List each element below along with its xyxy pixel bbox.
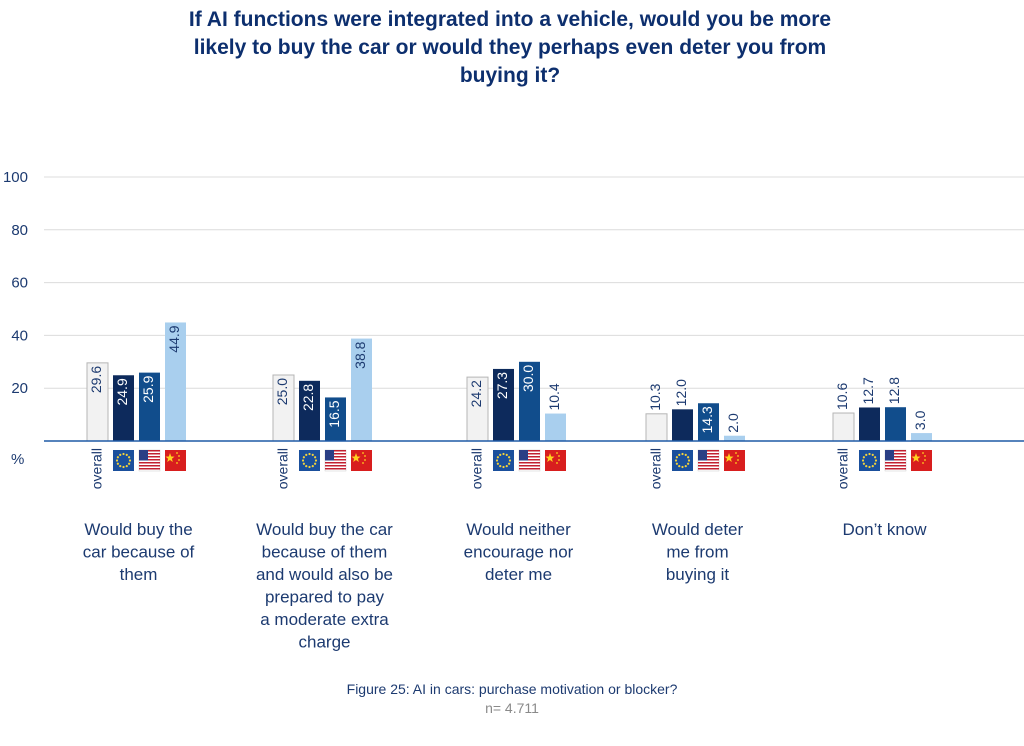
bar-eu-flag — [672, 409, 693, 441]
y-axis-unit-label: % — [11, 451, 24, 468]
y-tick-label: 20 — [11, 380, 28, 397]
data-label: 38.8 — [352, 341, 368, 368]
bar-china-flag — [165, 322, 186, 441]
y-tick-label: 80 — [11, 222, 28, 239]
data-label: 44.9 — [166, 325, 182, 352]
us-flag-icon — [884, 449, 907, 472]
data-label: 16.5 — [326, 400, 342, 427]
category-label-line: charge — [299, 633, 351, 652]
eu-flag-icon — [113, 450, 134, 471]
data-label: 22.8 — [300, 384, 316, 411]
category-label-line: deter me — [485, 565, 552, 584]
eu-flag-icon — [299, 450, 320, 471]
eu-flag-icon — [859, 450, 880, 471]
bar-eu-flag — [113, 375, 134, 441]
bar-overall — [645, 413, 668, 442]
bar-eu-flag — [493, 368, 514, 441]
chart-title: If AI functions were integrated into a v… — [188, 8, 832, 87]
us-flag-icon — [697, 449, 720, 472]
category-label-line: Would buy the car — [256, 520, 393, 539]
bar-eu-flag — [859, 407, 880, 441]
china-flag-icon — [545, 450, 566, 471]
data-label: 25.0 — [274, 378, 290, 405]
bar-china-flag — [724, 435, 745, 441]
data-label: 25.9 — [140, 375, 156, 402]
category-label-line: car because of — [83, 543, 195, 562]
bar-us-flag — [885, 407, 906, 441]
category-label-line: encourage nor — [464, 543, 574, 562]
china-flag-icon — [351, 450, 372, 471]
category-label-line: them — [120, 565, 158, 584]
eu-flag-icon — [493, 450, 514, 471]
bar-us-flag — [519, 361, 540, 441]
y-tick-label: 100 — [3, 169, 28, 186]
legend-label-overall: overall — [648, 448, 664, 489]
category-label-line: Would deter — [652, 520, 744, 539]
category-label-line: because of them — [262, 543, 388, 562]
data-label: 12.7 — [860, 377, 876, 404]
bar-china-flag — [911, 433, 932, 441]
data-label: 3.0 — [912, 410, 928, 430]
bar-eu-flag — [299, 380, 320, 441]
category-label-line: and would also be — [256, 565, 393, 584]
bar-us-flag — [698, 403, 719, 441]
data-label: 12.8 — [886, 377, 902, 404]
data-label: 2.0 — [725, 413, 741, 433]
y-tick-label: 40 — [11, 327, 28, 344]
category-label-line: Would buy the — [84, 520, 192, 539]
data-label: 24.9 — [114, 378, 130, 405]
category-label-line: me from — [666, 543, 728, 562]
china-flag-icon — [911, 450, 932, 471]
data-label: 12.0 — [673, 379, 689, 406]
us-flag-icon — [324, 449, 347, 472]
category-label-line: buying it — [666, 565, 730, 584]
figure-caption: Figure 25: AI in cars: purchase motivati… — [346, 681, 678, 697]
category-label-line: Don’t know — [842, 520, 927, 539]
data-label: 14.3 — [699, 406, 715, 433]
sample-size: n= 4.711 — [485, 700, 539, 716]
bar-overall — [832, 412, 855, 442]
legend-label-overall: overall — [469, 448, 485, 489]
category-label-line: prepared to pay — [265, 588, 385, 607]
data-label: 10.4 — [546, 383, 562, 410]
bar-us-flag — [139, 372, 160, 441]
china-flag-icon — [724, 450, 745, 471]
legend-label-overall: overall — [835, 448, 851, 489]
legend-label-overall: overall — [89, 448, 105, 489]
data-label: 10.3 — [647, 383, 663, 410]
bar-chart: 20 40 60 80 100% 29.6 24.9 25.9 44.9 overall Would… — [3, 169, 1024, 652]
data-label: 10.6 — [834, 383, 850, 410]
category-label-line: Would neither — [466, 520, 571, 539]
china-flag-icon — [165, 450, 186, 471]
bar-us-flag — [325, 397, 346, 441]
us-flag-icon — [138, 449, 161, 472]
bar-china-flag — [351, 338, 372, 441]
data-label: 27.3 — [494, 372, 510, 399]
bar-china-flag — [545, 413, 566, 441]
y-tick-label: 60 — [11, 275, 28, 292]
us-flag-icon — [518, 449, 541, 472]
data-label: 24.2 — [468, 380, 484, 407]
legend-label-overall: overall — [275, 448, 291, 489]
eu-flag-icon — [672, 450, 693, 471]
category-label-line: a moderate extra — [260, 610, 389, 629]
data-label: 30.0 — [520, 365, 536, 392]
data-label: 29.6 — [88, 366, 104, 393]
